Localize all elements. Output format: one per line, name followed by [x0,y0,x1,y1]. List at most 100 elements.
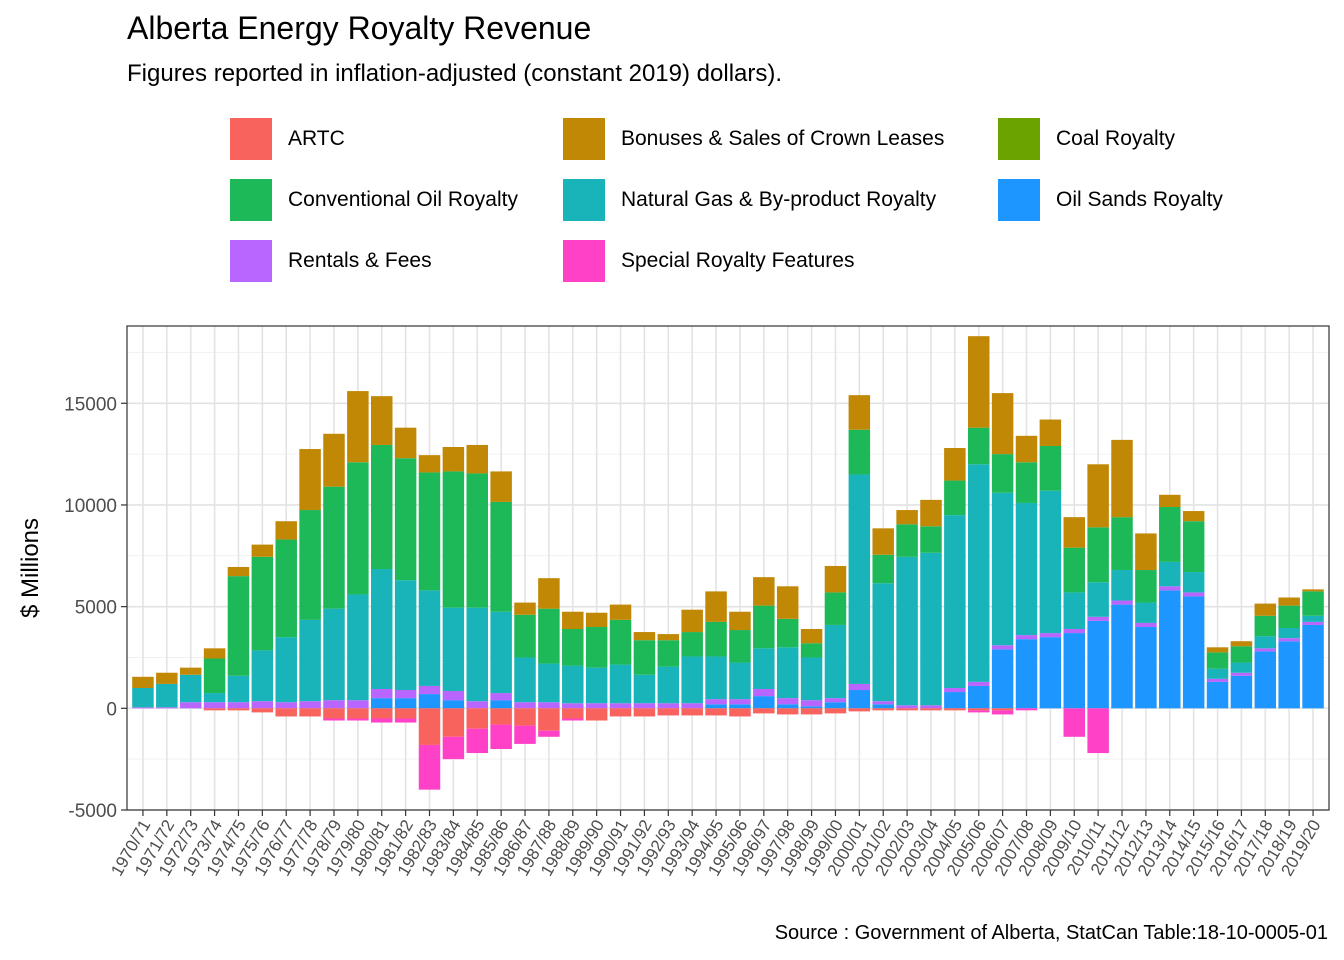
bar-segment [1206,652,1229,669]
bar-segment [156,683,178,708]
bar-segment [848,429,871,475]
bar-segment [896,524,918,557]
bar-segment [562,629,584,666]
bar-segment [681,708,703,716]
legend-item: Rentals & Fees [230,240,432,282]
y-tick-label: 0 [106,699,117,720]
bar-segment [1230,675,1253,709]
bar-segment [1159,494,1181,507]
bar-segment [920,552,942,706]
bar-segment [275,637,297,703]
legend-label: Bonuses & Sales of Crown Leases [621,127,945,150]
chart-subtitle: Figures reported in inflation-adjusted (… [127,60,783,87]
bar-segment [991,393,1014,455]
bar-segment [418,744,441,790]
bar-segment [347,700,369,709]
bar-segment [872,708,894,711]
bar-segment [609,619,632,665]
bar-segment [514,602,536,615]
bar-segment [562,665,584,704]
bar-segment [681,703,703,709]
bar-segment [538,730,560,737]
bar-segment [370,689,393,699]
bar-segment [967,710,990,713]
y-tick-label: -5000 [68,801,117,822]
bar-segment [1206,647,1229,653]
bar-segment [490,501,512,612]
bar-segment [1087,620,1109,709]
bar-segment [323,708,345,719]
bar-segment [944,448,966,481]
bar-segment [753,708,775,714]
bar-segment [609,708,632,717]
bar-segment [1111,600,1133,605]
bar-segment [1302,615,1324,622]
y-axis-title: $ Millions [17,518,44,618]
bar-segment [1135,622,1157,627]
bar-segment [1230,646,1253,663]
bar-segment [1063,547,1086,593]
bar-segment [1015,502,1038,636]
bar-segment [1039,637,1062,709]
bar-segment [323,486,345,609]
bar-segment [442,471,465,608]
bar-segment [442,607,465,692]
bar-segment [776,586,799,619]
bar-segment [633,708,656,717]
bar-segment [1278,597,1300,606]
bar-segment [203,708,226,711]
bar-segment [920,499,942,527]
bar-segment [705,621,727,657]
bar-segment [848,474,871,684]
bar-segment [538,578,560,609]
bar-segment [1206,668,1229,679]
bar-segment [251,556,274,651]
bar-segment [370,569,393,689]
bar-segment [848,683,871,691]
bar-segment [776,618,799,648]
bar-segment [944,708,966,711]
bar-segment [466,701,489,709]
bar-segment [251,650,274,702]
bar-segment [824,698,847,703]
bar-segment [967,336,990,428]
bar-segment [1111,439,1133,518]
bar-segment [1015,639,1038,709]
bar-segment [538,663,560,703]
bar-segment [609,604,632,620]
bar-segment [753,689,775,697]
legend-key [563,118,605,160]
bar-segment [872,554,894,584]
bar-segment [1039,633,1062,638]
bar-segment [227,708,250,711]
bar-segment [1111,517,1133,571]
bar-segment [609,664,632,704]
bar-segment [132,707,154,709]
bar-segment [944,480,966,516]
bar-segment [1302,589,1324,592]
bar-segment [1230,672,1253,676]
legend-key [998,118,1040,160]
bar-segment [633,632,656,641]
bar-segment [1254,651,1277,709]
bar-segment [991,492,1014,646]
bar-segment [251,701,274,709]
bar-segment [1206,678,1229,682]
legend-item: Oil Sands Royalty [998,179,1223,221]
bar-segment [1015,635,1038,640]
chart-title: Alberta Energy Royalty Revenue [127,10,592,46]
bar-segment [1278,638,1300,642]
bar-segment [824,624,847,699]
bar-segment [1087,527,1109,583]
bar-segment [179,702,202,709]
bar-segment [991,645,1014,650]
bar-segment [275,702,297,709]
bar-segment [490,471,512,502]
bar-segment [562,708,584,719]
bar-segment [1063,633,1086,709]
bar-segment [514,708,536,726]
bar-segment [179,667,202,675]
bar-segment [920,705,942,709]
bar-segment [776,647,799,699]
legend-key [998,179,1040,221]
